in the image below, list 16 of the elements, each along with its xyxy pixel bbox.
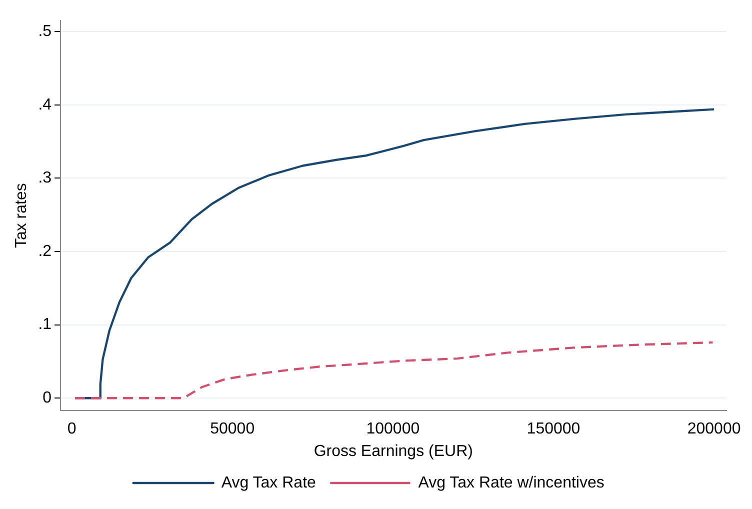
y-tick-label: .1 <box>38 316 52 334</box>
y-axis-title: Tax rates <box>13 183 30 248</box>
x-axis-title: Gross Earnings (EUR) <box>314 442 473 460</box>
y-tick-label: .2 <box>38 242 52 260</box>
x-tick-label: 200000 <box>687 420 741 438</box>
y-tick-label: .3 <box>38 170 52 187</box>
x-tick-label: 0 <box>67 420 76 438</box>
y-tick-label: 0 <box>42 390 52 407</box>
x-tick-label: 50000 <box>210 420 255 438</box>
legend-label: Avg Tax Rate <box>221 474 316 492</box>
x-tick-label: 100000 <box>366 420 420 438</box>
line-series <box>74 341 714 400</box>
y-tick-label: .5 <box>38 23 52 40</box>
legend-label: Avg Tax Rate w/incentives <box>418 474 604 492</box>
y-tick-label: .4 <box>38 96 52 114</box>
x-tick-label: 150000 <box>526 420 580 438</box>
